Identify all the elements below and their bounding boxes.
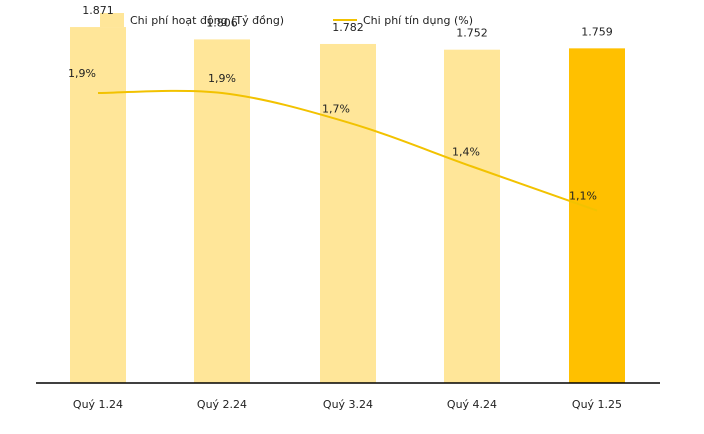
credit-cost-line xyxy=(97,89,598,212)
line-label-5: 1,1% xyxy=(569,190,597,203)
category-label-3: Quý 3.24 xyxy=(323,398,373,411)
bar-label-4: 1.752 xyxy=(456,27,488,40)
line-labels: 1,9% 1,9% 1,7% 1,4% 1,1% xyxy=(68,67,597,203)
category-label-5: Quý 1.25 xyxy=(572,398,622,411)
bar-5 xyxy=(569,48,625,383)
bars xyxy=(70,27,625,384)
line-label-4: 1,4% xyxy=(452,146,480,159)
legend-line-label: Chi phí tín dụng (%) xyxy=(363,14,473,27)
x-axis-tick-labels: Quý 1.24 Quý 2.24 Quý 3.24 Quý 4.24 Quý 1.25 xyxy=(73,398,622,411)
legend-bar-label: Chi phí hoạt động (Tỷ đồng) xyxy=(130,14,284,27)
line-label-3: 1,7% xyxy=(322,102,350,115)
bar-label-2: 1.806 xyxy=(206,16,238,29)
legend: Chi phí hoạt động (Tỷ đồng) Chi phí tín … xyxy=(100,13,473,27)
bar-label-5: 1.759 xyxy=(581,25,613,38)
line-label-1: 1,9% xyxy=(68,67,96,80)
bar-label-3: 1.782 xyxy=(332,21,364,34)
legend-bar-swatch xyxy=(100,13,124,27)
bar-1 xyxy=(70,27,126,384)
category-label-2: Quý 2.24 xyxy=(197,398,247,411)
category-label-1: Quý 1.24 xyxy=(73,398,123,411)
bar-4 xyxy=(444,49,500,383)
bar-3 xyxy=(320,43,376,384)
bar-label-1: 1.871 xyxy=(82,4,114,17)
bar-labels: 1.871 1.806 1.782 1.752 1.759 xyxy=(82,4,613,40)
line-label-2: 1,9% xyxy=(208,72,236,85)
category-label-4: Quý 4.24 xyxy=(447,398,497,411)
